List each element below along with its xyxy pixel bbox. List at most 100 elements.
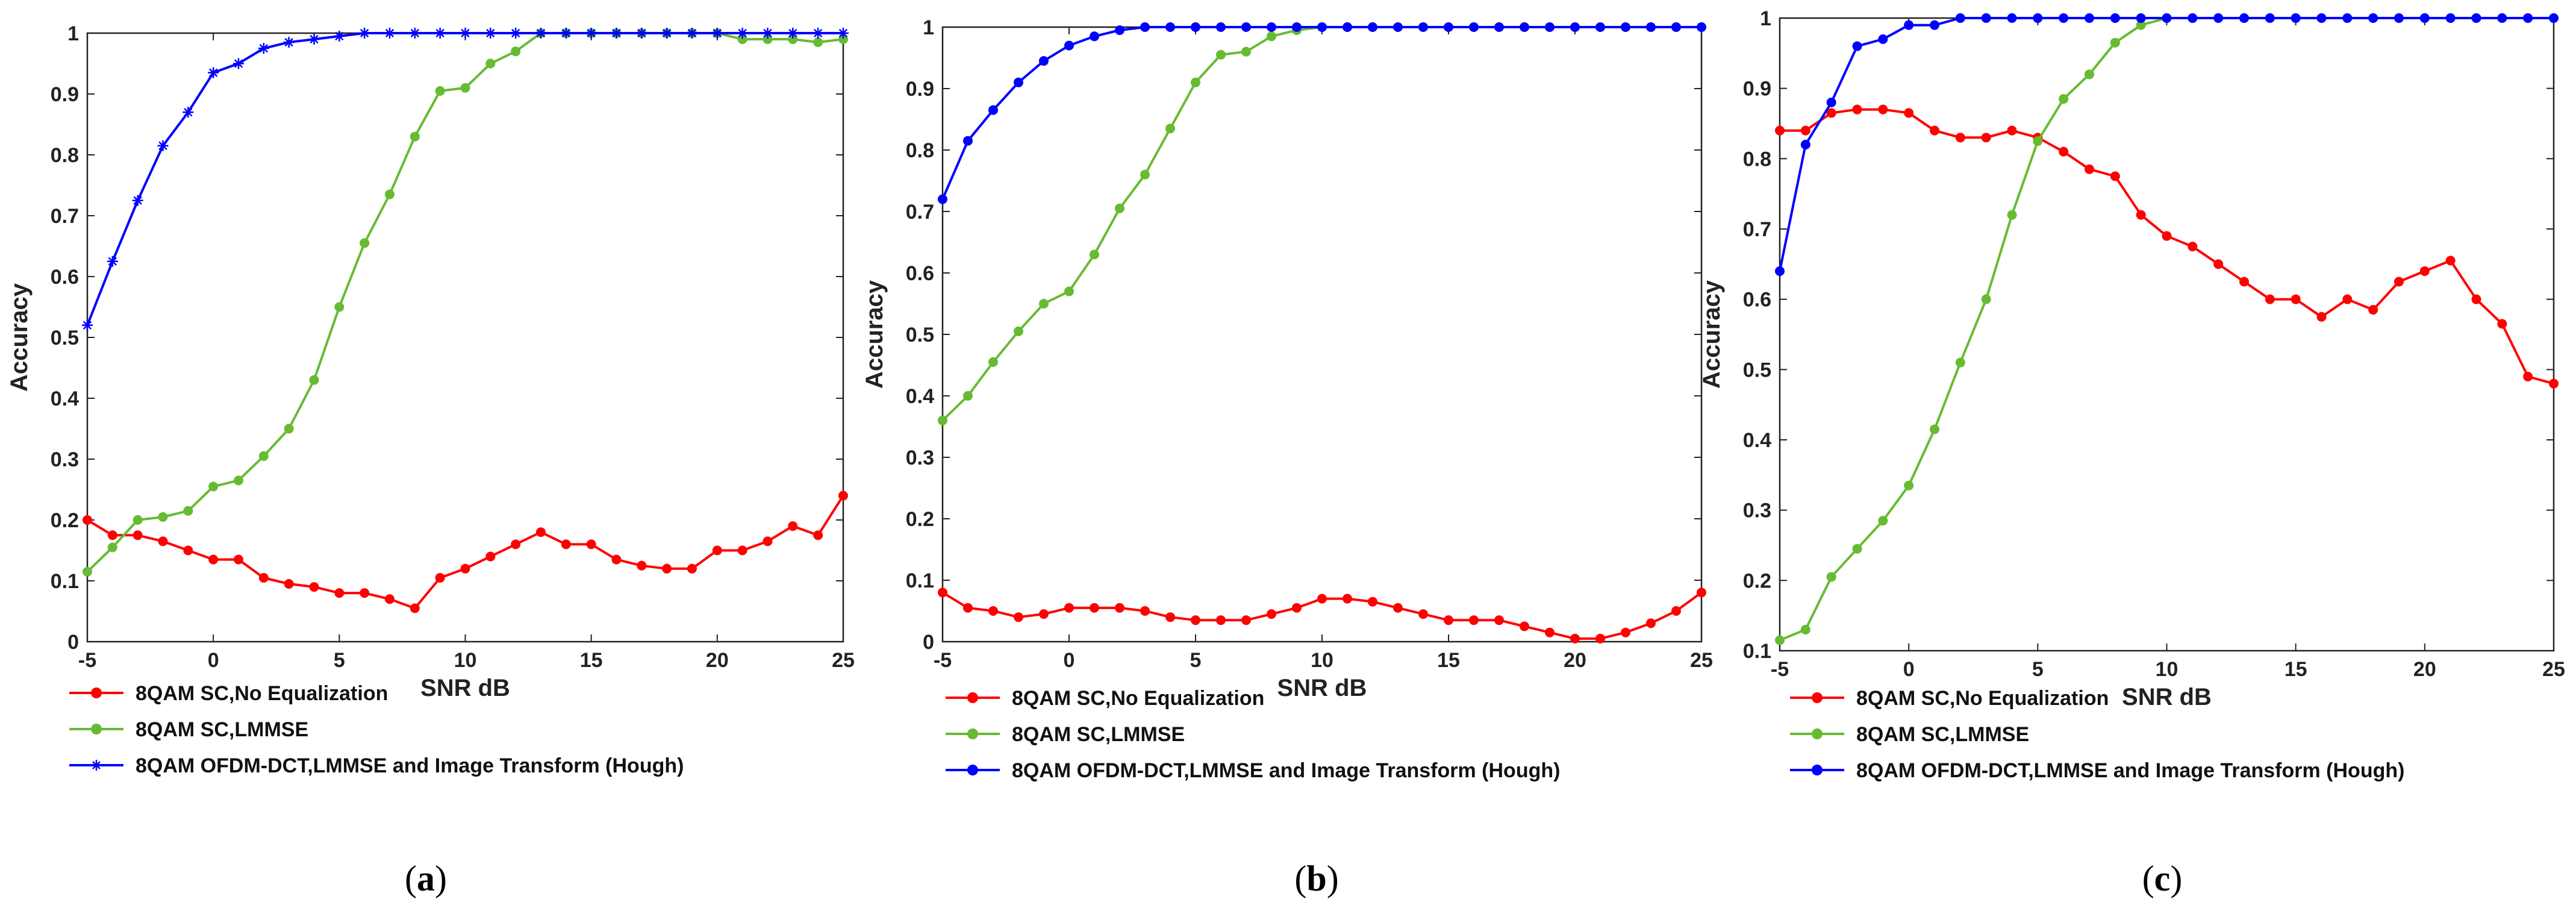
data-point <box>812 28 824 39</box>
data-point <box>711 28 723 39</box>
y-tick-label: 0.2 <box>1743 569 1771 592</box>
y-tick-label: 0.1 <box>906 569 934 592</box>
data-point <box>2059 146 2069 157</box>
data-point <box>838 34 848 45</box>
data-point <box>2239 277 2249 287</box>
x-tick-label: 25 <box>2542 658 2565 681</box>
data-point <box>1545 22 1555 32</box>
star-stroke <box>561 28 571 38</box>
data-point <box>2059 13 2069 23</box>
y-tick-label: 0.4 <box>1743 429 1771 452</box>
data-point <box>2136 20 2146 30</box>
data-point <box>1317 593 1327 604</box>
data-point <box>1165 22 1175 32</box>
data-point <box>83 566 92 577</box>
panel-label-open: ( <box>405 859 417 898</box>
data-point <box>1115 603 1124 613</box>
data-point <box>1904 480 1914 490</box>
data-point <box>1621 627 1630 637</box>
data-point <box>1671 606 1681 616</box>
data-point <box>410 131 420 142</box>
data-point <box>737 28 748 39</box>
star-stroke <box>511 28 520 38</box>
data-point <box>1014 326 1023 336</box>
data-point <box>157 140 169 151</box>
data-point <box>511 46 521 57</box>
data-point <box>283 37 295 48</box>
data-point <box>1014 77 1023 87</box>
legend-label-2: 8QAM SC,LMMSE <box>1012 723 1185 746</box>
data-point <box>2085 69 2094 80</box>
x-axis-label: SNR dB <box>420 675 510 701</box>
data-point <box>737 34 747 45</box>
data-point <box>1216 22 1226 32</box>
data-point <box>82 319 93 331</box>
data-point <box>133 530 143 540</box>
data-point <box>334 588 345 598</box>
data-point <box>838 28 849 39</box>
legend-c: 8QAM SC,No Equalization 8QAM SC,LMMSE 8QAM… <box>1790 687 2404 782</box>
data-point <box>2213 259 2224 269</box>
data-point <box>1292 22 1302 32</box>
panel-label-letter: a <box>417 859 435 898</box>
data-point <box>1930 20 1939 30</box>
x-tick-label: 0 <box>1064 649 1075 672</box>
data-point <box>1800 140 1810 149</box>
data-point <box>435 86 445 96</box>
data-point <box>1878 34 1888 44</box>
data-point <box>687 28 697 39</box>
data-point <box>107 530 117 540</box>
data-point <box>258 572 269 583</box>
x-tick-label: 25 <box>832 649 855 672</box>
legend-marker <box>967 765 978 775</box>
data-point <box>208 481 219 492</box>
data-point <box>1343 593 1352 604</box>
data-point <box>988 606 998 616</box>
star-stroke <box>335 31 344 41</box>
x-tick-label: -5 <box>78 649 96 672</box>
series-1 <box>1775 104 2559 389</box>
data-point <box>1368 597 1377 607</box>
legend-label-1: 8QAM SC,No Equalization <box>136 682 388 705</box>
data-point <box>763 34 773 45</box>
y-tick-label: 0.3 <box>906 446 934 469</box>
data-point <box>1241 22 1251 32</box>
data-point <box>1469 615 1479 625</box>
series-2 <box>1775 13 2559 645</box>
x-tick-label: 20 <box>2413 658 2436 681</box>
data-point <box>561 539 571 550</box>
data-point <box>360 238 370 248</box>
y-tick-label: 0.1 <box>51 570 79 593</box>
legend-label-2: 8QAM SC,LMMSE <box>136 718 308 741</box>
star-stroke <box>788 28 797 38</box>
data-point <box>560 28 572 39</box>
legend-sample-1 <box>946 692 1000 703</box>
legend-marker <box>967 728 978 739</box>
legend-label-1: 8QAM SC,No Equalization <box>1856 687 2109 710</box>
data-point <box>1090 603 1099 613</box>
data-point <box>258 451 269 461</box>
data-point <box>611 28 622 39</box>
data-point <box>2033 13 2043 23</box>
y-tick-label: 0.7 <box>906 201 934 224</box>
data-point <box>1595 633 1605 644</box>
legend-sample-1 <box>69 687 123 698</box>
data-point <box>360 588 370 598</box>
data-point <box>183 545 193 556</box>
data-point <box>963 136 973 146</box>
data-point <box>2265 294 2275 304</box>
data-point <box>1981 133 1991 143</box>
y-tick-label: 0.5 <box>906 324 934 346</box>
data-point <box>1826 572 1836 582</box>
y-tick-label: 0.3 <box>51 448 79 471</box>
data-point <box>763 536 773 546</box>
legend-sample-3 <box>946 765 1000 775</box>
x-tick-label: -5 <box>1771 658 1789 681</box>
data-point <box>1775 125 1785 136</box>
x-tick-label: 15 <box>2284 658 2307 681</box>
data-point <box>687 563 697 574</box>
data-point <box>434 28 446 39</box>
panel-label-letter: b <box>1306 859 1326 898</box>
star-stroke <box>763 28 772 38</box>
data-point <box>662 563 672 574</box>
